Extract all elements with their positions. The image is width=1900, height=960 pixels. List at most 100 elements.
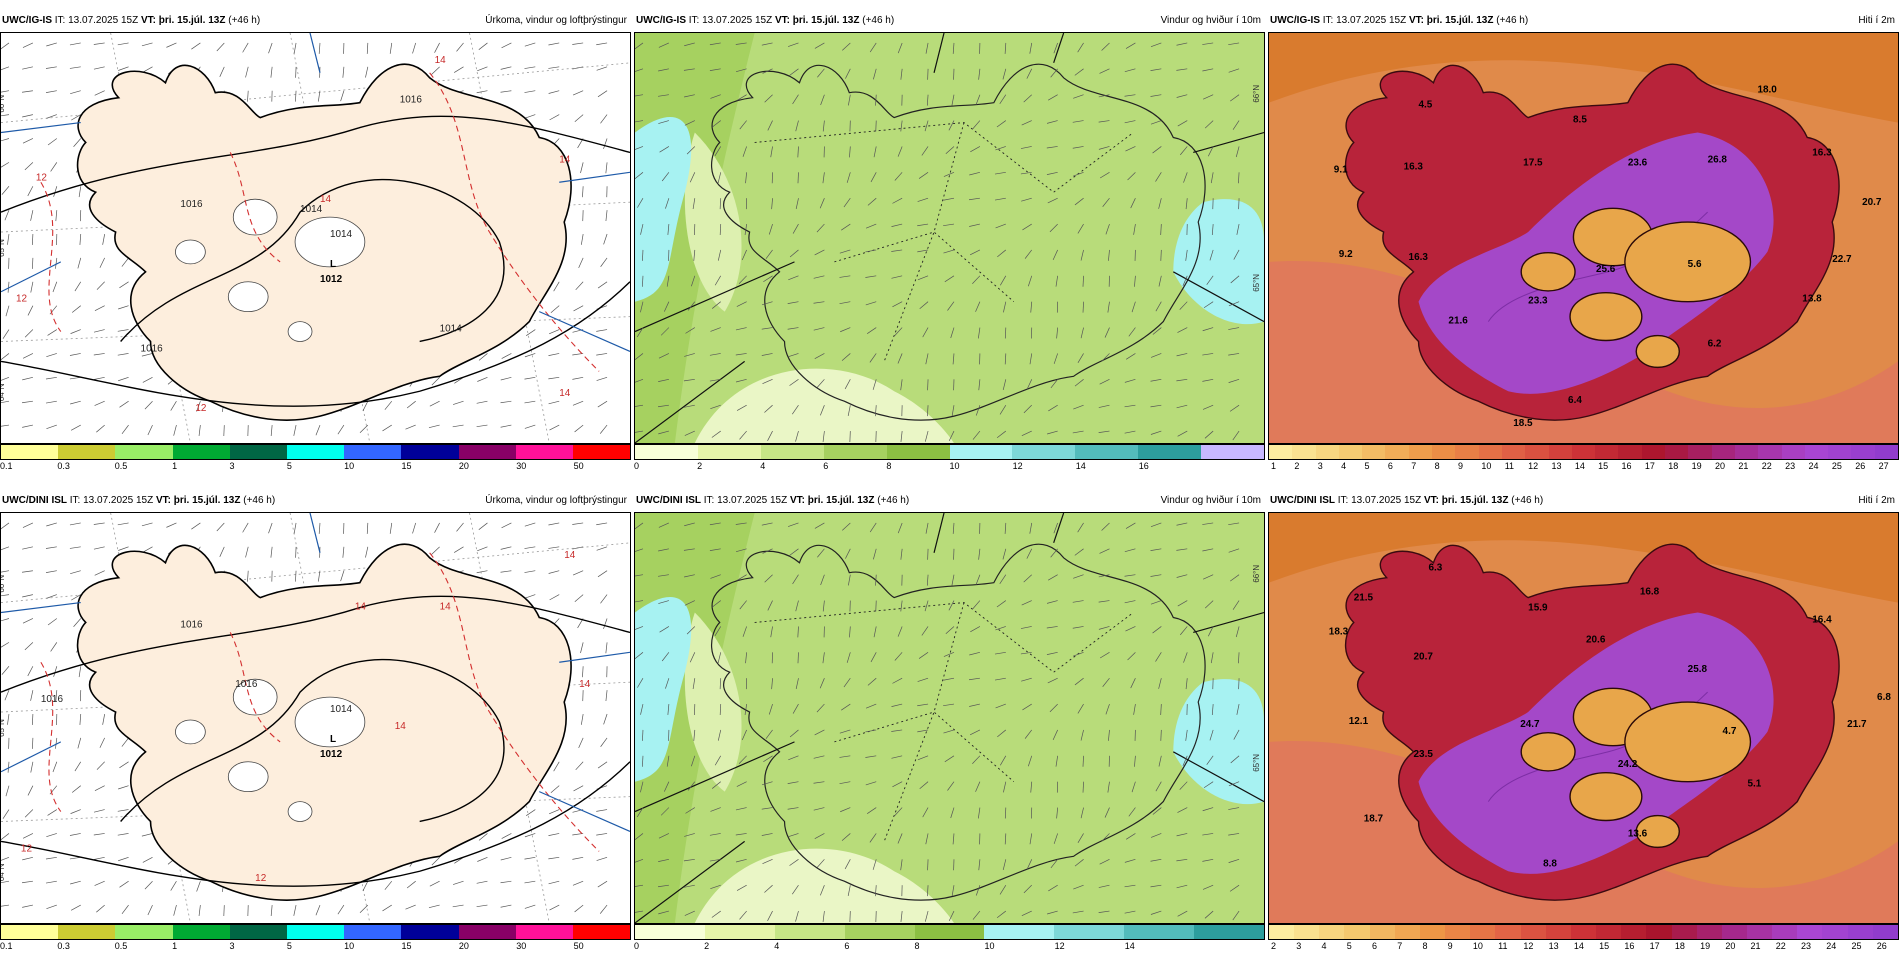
wind-barb xyxy=(70,401,81,404)
lead-time: (+46 h) xyxy=(1496,15,1528,26)
wind-barb xyxy=(575,115,583,122)
colorbar-swatch xyxy=(1642,445,1665,459)
wind-barb xyxy=(95,91,105,96)
wind-barb xyxy=(525,115,535,119)
temperature-value: 16.4 xyxy=(1812,614,1832,625)
wind-barb xyxy=(243,43,249,52)
wind-barb xyxy=(477,67,487,71)
isotherm-label: 14 xyxy=(564,550,576,561)
colorbar-swatch xyxy=(775,925,845,939)
wind-barb xyxy=(550,115,560,120)
wind-barb xyxy=(148,905,153,915)
glacier xyxy=(1570,773,1642,821)
wind-barb xyxy=(413,523,416,533)
wind-barb xyxy=(294,425,296,436)
wind-barb xyxy=(432,67,440,75)
wind-barb xyxy=(46,523,57,526)
temperature-value: 6.3 xyxy=(1428,563,1442,574)
panel-title: Vindur og hviður í 10m xyxy=(1161,490,1261,512)
model-name: UWC/DINI ISL xyxy=(1270,495,1335,506)
temperature-value: 13.6 xyxy=(1628,828,1648,839)
wind-barb xyxy=(96,905,104,912)
temperature-value: 9.1 xyxy=(1334,164,1348,175)
wind-barb xyxy=(457,43,464,51)
wind-barb xyxy=(22,595,33,597)
wind-barb xyxy=(501,67,512,70)
temperature-value: 16.3 xyxy=(1812,147,1832,158)
wind-barb xyxy=(524,91,535,93)
temperature-value: 21.5 xyxy=(1354,593,1374,604)
wind-barb xyxy=(575,905,584,912)
wind-barb xyxy=(46,857,57,859)
colorbar-swatch xyxy=(1665,445,1688,459)
wind-barb xyxy=(48,330,57,336)
wind-barb xyxy=(46,881,57,883)
wind-barb xyxy=(97,762,105,770)
colorbar-precip xyxy=(0,444,631,460)
it-label: IT: xyxy=(70,495,81,506)
colorbar-swatch xyxy=(1319,925,1344,939)
wind-barb xyxy=(31,210,33,221)
panel-r1-temp: UWC/IG-IS IT: 13.07.2025 15Z VT: þri. 15… xyxy=(1268,10,1899,480)
panel-r1-wind: UWC/IG-IS IT: 13.07.2025 15Z VT: þri. 15… xyxy=(634,10,1265,480)
temperature-value: 16.3 xyxy=(1409,252,1429,263)
temperature-value: 8.8 xyxy=(1543,858,1557,869)
wind-barb xyxy=(390,523,392,534)
wind-barb xyxy=(1,91,9,93)
wind-barb xyxy=(432,377,440,385)
wind-barb xyxy=(573,881,583,885)
wind-barb xyxy=(524,571,535,573)
wind-barb xyxy=(143,857,153,862)
wind-barb xyxy=(56,210,57,221)
wind-barb xyxy=(71,425,81,430)
wind-barb xyxy=(501,881,512,883)
colorbar-tick: 30 xyxy=(516,461,526,471)
colorbar-tick: 50 xyxy=(574,461,584,471)
wind-barb xyxy=(454,67,463,73)
temperature-value: 23.6 xyxy=(1628,157,1648,168)
wind-barb xyxy=(94,523,105,525)
colorbar-wind xyxy=(634,444,1265,460)
temperature-value: 6.2 xyxy=(1708,338,1722,349)
wind-barb xyxy=(122,738,129,747)
isotherm-label: 12 xyxy=(36,172,48,183)
init-time: 13.07.2025 15Z xyxy=(702,15,772,26)
colorbar-tick: 16 xyxy=(1622,461,1632,471)
wind-barb xyxy=(549,425,559,430)
colorbar-swatch xyxy=(1646,925,1671,939)
colorbar-swatch xyxy=(1828,445,1851,459)
colorbar-swatch xyxy=(1595,445,1618,459)
wind-barb xyxy=(122,425,129,434)
model-name: UWC/DINI ISL xyxy=(2,495,67,506)
wind-barb xyxy=(100,738,105,748)
wind-barb xyxy=(596,43,607,45)
colorbar-swatch xyxy=(635,925,705,939)
wind-barb xyxy=(367,523,368,534)
wind-barb xyxy=(502,43,512,48)
colorbar-tick: 22 xyxy=(1762,461,1772,471)
colorbar-swatch xyxy=(1395,925,1420,939)
wind-barb xyxy=(549,330,559,334)
wind-barb xyxy=(25,642,33,649)
wind-barb xyxy=(46,401,57,403)
colorbar-swatch xyxy=(824,445,887,459)
wind-barb xyxy=(78,738,81,749)
wind-barb xyxy=(581,234,583,245)
it-label: IT: xyxy=(1338,495,1349,506)
wind-barb xyxy=(22,857,33,860)
wind-barb xyxy=(119,762,128,768)
colorbar-swatch xyxy=(287,925,344,939)
wind-barb xyxy=(5,690,9,700)
colorbar-swatch xyxy=(230,925,287,939)
wind-barb xyxy=(94,67,105,69)
temperature-value: 21.6 xyxy=(1448,316,1468,327)
temperature-value: 23.5 xyxy=(1414,749,1434,760)
colorbar-tick: 7 xyxy=(1411,461,1416,471)
colorbar-swatch xyxy=(401,445,458,459)
